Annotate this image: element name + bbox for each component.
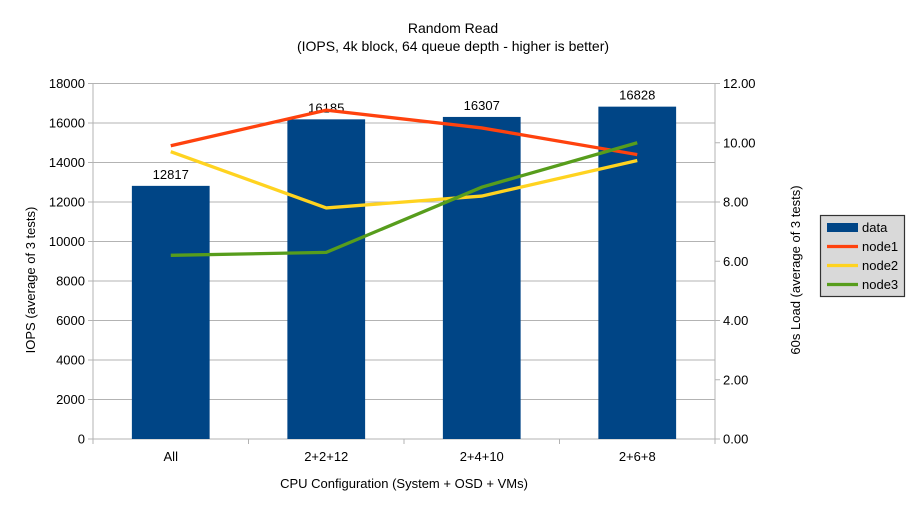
- y-axis-left-tick-label: 16000: [49, 116, 85, 131]
- y-axis-left-tick-label: 0: [78, 432, 85, 447]
- y-axis-right-tick-label: 6.00: [723, 254, 748, 269]
- x-axis-category-label: All: [164, 449, 179, 464]
- legend-label-data: data: [862, 220, 888, 235]
- y-axis-right-tick-label: 2.00: [723, 372, 748, 387]
- y-axis-right-tick-label: 4.00: [723, 313, 748, 328]
- y-axis-left-tick-label: 12000: [49, 195, 85, 210]
- y-axis-right-tick-label: 0.00: [723, 432, 748, 447]
- y-axis-left-tick-label: 8000: [56, 274, 85, 289]
- y-axis-left-tick-label: 10000: [49, 234, 85, 249]
- y-axis-right-title: 60s Load (average of 3 tests): [788, 185, 803, 354]
- line-node3: [170, 141, 638, 257]
- y-axis-left-tick-label: 6000: [56, 313, 85, 328]
- bar-value-label: 16828: [619, 88, 655, 103]
- x-axis-category-label: 2+2+12: [304, 449, 348, 464]
- bar: [287, 119, 366, 439]
- y-axis-left-title: IOPS (average of 3 tests): [23, 207, 38, 354]
- line-node2: [170, 150, 638, 210]
- legend-label-node1: node1: [862, 239, 898, 254]
- bar: [442, 116, 521, 439]
- y-axis-right-tick-label: 10.00: [723, 135, 756, 150]
- x-axis-title: CPU Configuration (System + OSD + VMs): [280, 476, 528, 491]
- y-axis-left-tick-label: 18000: [49, 76, 85, 91]
- y-axis-left-tick-label: 14000: [49, 155, 85, 170]
- y-axis-right-tick-label: 8.00: [723, 195, 748, 210]
- y-axis-left-tick-label: 4000: [56, 353, 85, 368]
- bar: [131, 185, 210, 439]
- bar-value-label: 16307: [464, 98, 500, 113]
- legend-label-node3: node3: [862, 277, 898, 292]
- line-node1: [170, 108, 638, 157]
- legend-label-node2: node2: [862, 258, 898, 273]
- y-axis-left-tick-label: 2000: [56, 392, 85, 407]
- x-axis-category-label: 2+4+10: [460, 449, 504, 464]
- chart-title: Random Read: [408, 20, 498, 36]
- x-axis-category-label: 2+6+8: [619, 449, 656, 464]
- bar: [598, 106, 677, 439]
- legend-swatch-data: [827, 223, 858, 232]
- bar-value-label: 12817: [153, 167, 189, 182]
- chart-subtitle: (IOPS, 4k block, 64 queue depth - higher…: [297, 38, 609, 54]
- y-axis-right-tick-label: 12.00: [723, 76, 756, 91]
